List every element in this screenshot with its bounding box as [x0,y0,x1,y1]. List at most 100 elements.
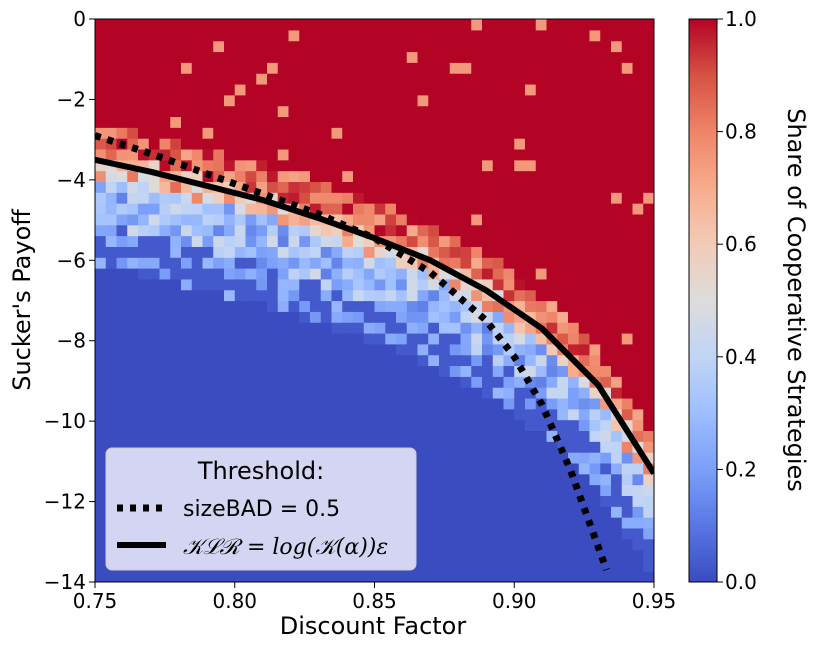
heatmap-cell [482,268,494,280]
heatmap-cell [385,181,397,193]
heatmap-cell [492,224,505,237]
heatmap-cell [578,19,591,31]
heatmap-cell [148,192,161,204]
heatmap-cell [578,192,591,204]
heatmap-cell [460,343,472,356]
heatmap-cell [277,257,290,269]
heatmap-cell [460,235,472,247]
heatmap-cell [503,365,515,377]
heatmap-cell [482,127,494,139]
heatmap-cell [621,517,634,529]
heatmap-cell [482,343,494,356]
heatmap-cell [482,224,494,237]
heatmap-cell [482,300,494,312]
heatmap-cell [632,322,644,334]
heatmap-cell [234,181,247,193]
heatmap-cell [525,127,537,139]
heatmap-cell [568,322,580,334]
heatmap-cell [557,127,569,139]
heatmap-cell [535,300,548,312]
heatmap-cell [535,343,548,356]
heatmap-cell [492,138,505,150]
heatmap-cell [568,397,580,410]
heatmap-cell [342,40,354,53]
heatmap-cell [267,278,279,291]
heatmap-cell [643,441,654,453]
heatmap-cell [138,268,150,280]
heatmap-cell [105,83,118,96]
heatmap-cell [320,170,333,183]
colorbar: 0.00.20.40.60.81.0 Share of Cooperative … [688,7,810,594]
heatmap-cell [589,203,601,215]
heatmap-cell [417,29,429,42]
heatmap-cell [417,116,429,128]
heatmap-cell [482,311,494,323]
heatmap-cell [396,159,408,172]
heatmap-cell [482,170,494,183]
heatmap-cell [331,105,343,118]
heatmap-cell [460,203,472,215]
heatmap-cell [213,19,225,31]
heatmap-cell [385,322,397,334]
heatmap-cell [159,203,171,215]
heatmap-cell [632,268,644,280]
heatmap-cell [503,387,515,399]
heatmap-cell [439,246,451,258]
heatmap-cell [385,192,397,204]
heatmap-cell [299,94,311,107]
heatmap-cell [417,257,429,269]
heatmap-cell [299,268,311,280]
heatmap-cell [374,257,386,269]
heatmap-cell [170,224,182,237]
heatmap-cell [127,51,139,63]
heatmap-cell [417,83,429,96]
heatmap-cell [148,29,161,42]
heatmap-cell [406,105,419,118]
heatmap-cell [159,62,171,74]
colorbar-tick-label: 0.0 [725,570,757,594]
heatmap-cell [611,51,623,63]
heatmap-cell [417,300,429,312]
heatmap-cell [95,94,107,107]
heatmap-cell [546,430,558,442]
heatmap-cell [288,83,300,96]
heatmap-cell [482,19,494,31]
heatmap-cell [632,203,644,215]
heatmap-cell [342,159,354,172]
heatmap-cell [492,29,505,42]
heatmap-cell [546,40,558,53]
heatmap-cell [181,19,193,31]
heatmap-cell [191,105,204,118]
heatmap-cell [621,289,634,302]
heatmap-cell [202,51,214,63]
heatmap-cell [460,159,472,172]
heatmap-cell [632,73,644,85]
heatmap-cell [643,257,654,269]
heatmap-cell [288,51,300,63]
heatmap-cell [417,192,429,204]
heatmap-cell [568,19,580,31]
heatmap-cell [374,278,386,291]
heatmap-cell [482,235,494,247]
heatmap-cell [535,19,548,31]
heatmap-cell [632,311,644,323]
heatmap-cell [191,203,204,215]
heatmap-cell [557,311,569,323]
heatmap-cell [363,51,376,63]
heatmap-cell [342,138,354,150]
heatmap-cell [621,300,634,312]
heatmap-cell [234,51,247,63]
heatmap-cell [396,322,408,334]
heatmap-cell [181,40,193,53]
heatmap-cell [611,138,623,150]
heatmap-cell [310,51,322,63]
heatmap-cell [535,311,548,323]
y-tick-label: −8 [57,329,86,353]
heatmap-cell [621,83,634,96]
heatmap-cell [514,376,526,388]
heatmap-cell [234,29,247,42]
heatmap-cell [460,354,472,367]
heatmap-cell [643,62,654,74]
heatmap-cell [589,62,601,74]
heatmap-cell [621,29,634,42]
